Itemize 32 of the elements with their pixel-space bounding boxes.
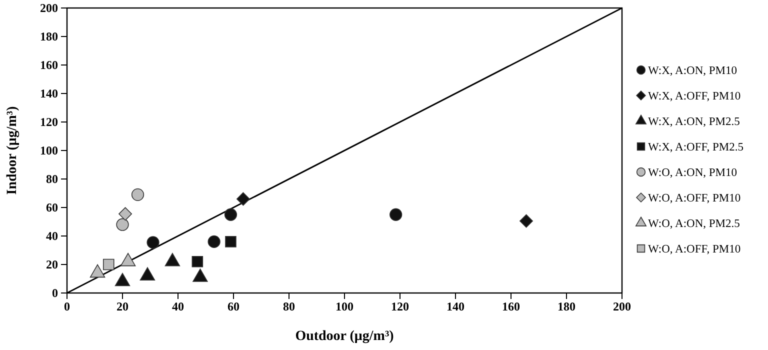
legend-label: W:O, A:OFF, PM10 — [648, 244, 741, 256]
legend-label: W:O, A:ON, PM10 — [648, 167, 738, 179]
x-tick-label: 100 — [336, 300, 354, 314]
x-tick-label: 120 — [391, 300, 409, 314]
y-tick-label: 40 — [46, 228, 58, 243]
y-tick-label: 0 — [52, 286, 58, 300]
y-axis-title: Indoor (μg/m³) — [5, 106, 20, 195]
legend-label: W:X, A:OFF, PM10 — [648, 90, 741, 102]
y-tick-label: 60 — [46, 200, 58, 214]
y-tick-label: 20 — [46, 257, 58, 272]
legend-label: W:X, A:OFF, PM2.5 — [648, 142, 744, 154]
legend-label: W:X, A:ON, PM10 — [648, 65, 738, 77]
y-tick-label: 100 — [40, 143, 58, 158]
x-tick-label: 80 — [283, 300, 295, 314]
x-tick-label: 20 — [116, 300, 128, 314]
x-tick-label: 200 — [613, 300, 631, 314]
y-tick-label: 180 — [40, 29, 58, 44]
y-tick-label: 120 — [40, 114, 58, 129]
legend-label: W:O, A:ON, PM2.5 — [648, 218, 740, 230]
x-tick-label: 140 — [446, 300, 464, 314]
y-tick-label: 80 — [46, 172, 58, 186]
legend-label: W:O, A:OFF, PM10 — [648, 192, 741, 204]
x-tick-label: 160 — [502, 300, 520, 314]
x-tick-label: 40 — [172, 300, 184, 314]
x-tick-label: 0 — [64, 300, 70, 314]
legend-label: W:X, A:ON, PM2.5 — [648, 116, 740, 128]
x-tick-label: 180 — [558, 300, 576, 314]
y-tick-label: 160 — [40, 58, 58, 72]
y-tick-label: 140 — [40, 86, 58, 100]
y-tick-label: 200 — [40, 0, 58, 15]
x-tick-label: 60 — [228, 300, 240, 314]
x-axis-title: Outdoor (μg/m³) — [295, 329, 394, 344]
